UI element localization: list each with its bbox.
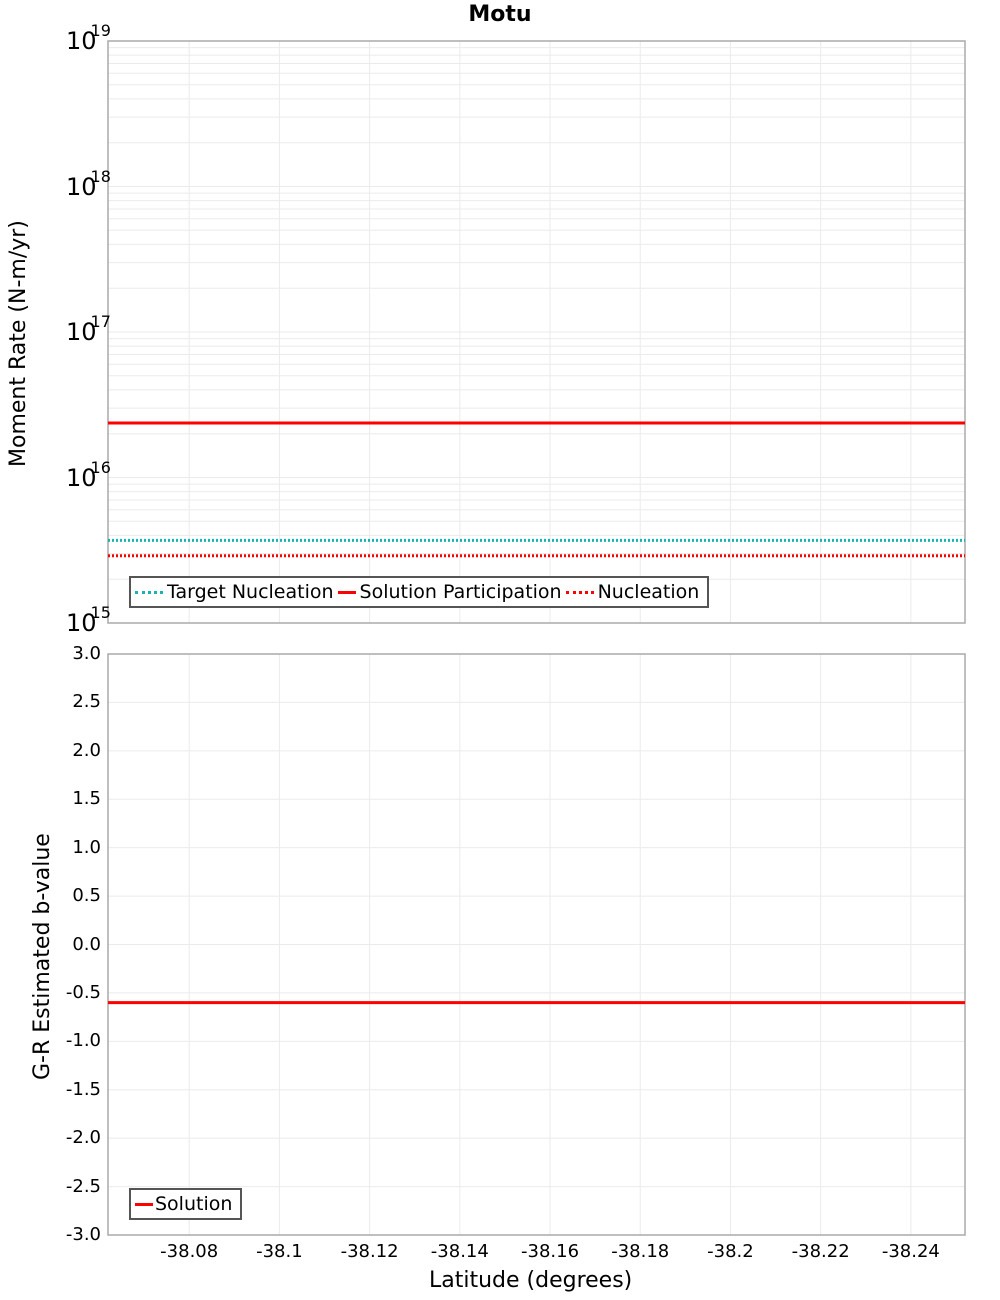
y-tick-label: 1016 — [66, 457, 111, 492]
y-tick-label: 2.5 — [72, 691, 101, 713]
y-tick-label: 0.5 — [72, 885, 101, 907]
y-tick-label: 2.0 — [72, 739, 101, 761]
chart-title: Motu — [468, 2, 532, 27]
legend-label: Solution Participation — [359, 581, 562, 603]
x-tick-label: -38.24 — [881, 1241, 940, 1262]
y-tick-label: 1015 — [66, 603, 111, 637]
top-y-axis-label: Moment Rate (N-m/yr) — [6, 220, 31, 467]
x-tick-label: -38.16 — [521, 1241, 580, 1262]
dotted-line-swatch-icon — [565, 590, 594, 594]
y-tick-label: 1.0 — [72, 836, 101, 858]
y-tick-label: 1018 — [66, 166, 111, 201]
solid-line-swatch-icon — [337, 590, 356, 594]
y-tick-label: -1.5 — [65, 1078, 101, 1100]
top-legend: Target Nucleation Solution Participation… — [129, 576, 710, 608]
legend-label: Nucleation — [597, 581, 700, 603]
y-tick-label: 1.5 — [72, 788, 101, 810]
x-axis-label: Latitude (degrees) — [429, 1268, 633, 1293]
legend-label: Solution — [155, 1193, 233, 1215]
y-tick-label: -2.5 — [65, 1175, 101, 1197]
y-tick-label: 1019 — [66, 21, 111, 55]
y-tick-label: 0.0 — [72, 933, 101, 955]
x-tick-label: -38.08 — [160, 1241, 219, 1262]
x-tick-label: -38.12 — [340, 1241, 399, 1262]
legend-item-solution: Solution — [135, 1193, 232, 1215]
legend-item-target-nucleation: Target Nucleation — [135, 581, 334, 603]
y-tick-label: 1017 — [66, 312, 111, 346]
x-tick-label: -38.18 — [611, 1241, 670, 1262]
x-tick-label: -38.14 — [430, 1241, 489, 1262]
y-tick-label: -2.0 — [65, 1127, 101, 1149]
x-tick-label: -38.2 — [707, 1241, 754, 1262]
y-tick-label: -0.5 — [65, 981, 101, 1003]
x-tick-label: -38.1 — [256, 1241, 303, 1262]
x-tick-label: -38.22 — [791, 1241, 850, 1262]
y-tick-label: -3.0 — [65, 1224, 101, 1245]
legend-item-nucleation: Nucleation — [565, 581, 700, 603]
y-tick-label: 3.0 — [72, 643, 101, 664]
solid-line-swatch-icon — [135, 1202, 153, 1206]
dotted-line-swatch-icon — [135, 590, 163, 594]
bottom-legend: Solution — [129, 1188, 243, 1220]
legend-item-solution-participation: Solution Participation — [337, 581, 562, 603]
y-tick-label: -1.0 — [65, 1030, 101, 1052]
legend-label: Target Nucleation — [167, 581, 334, 603]
